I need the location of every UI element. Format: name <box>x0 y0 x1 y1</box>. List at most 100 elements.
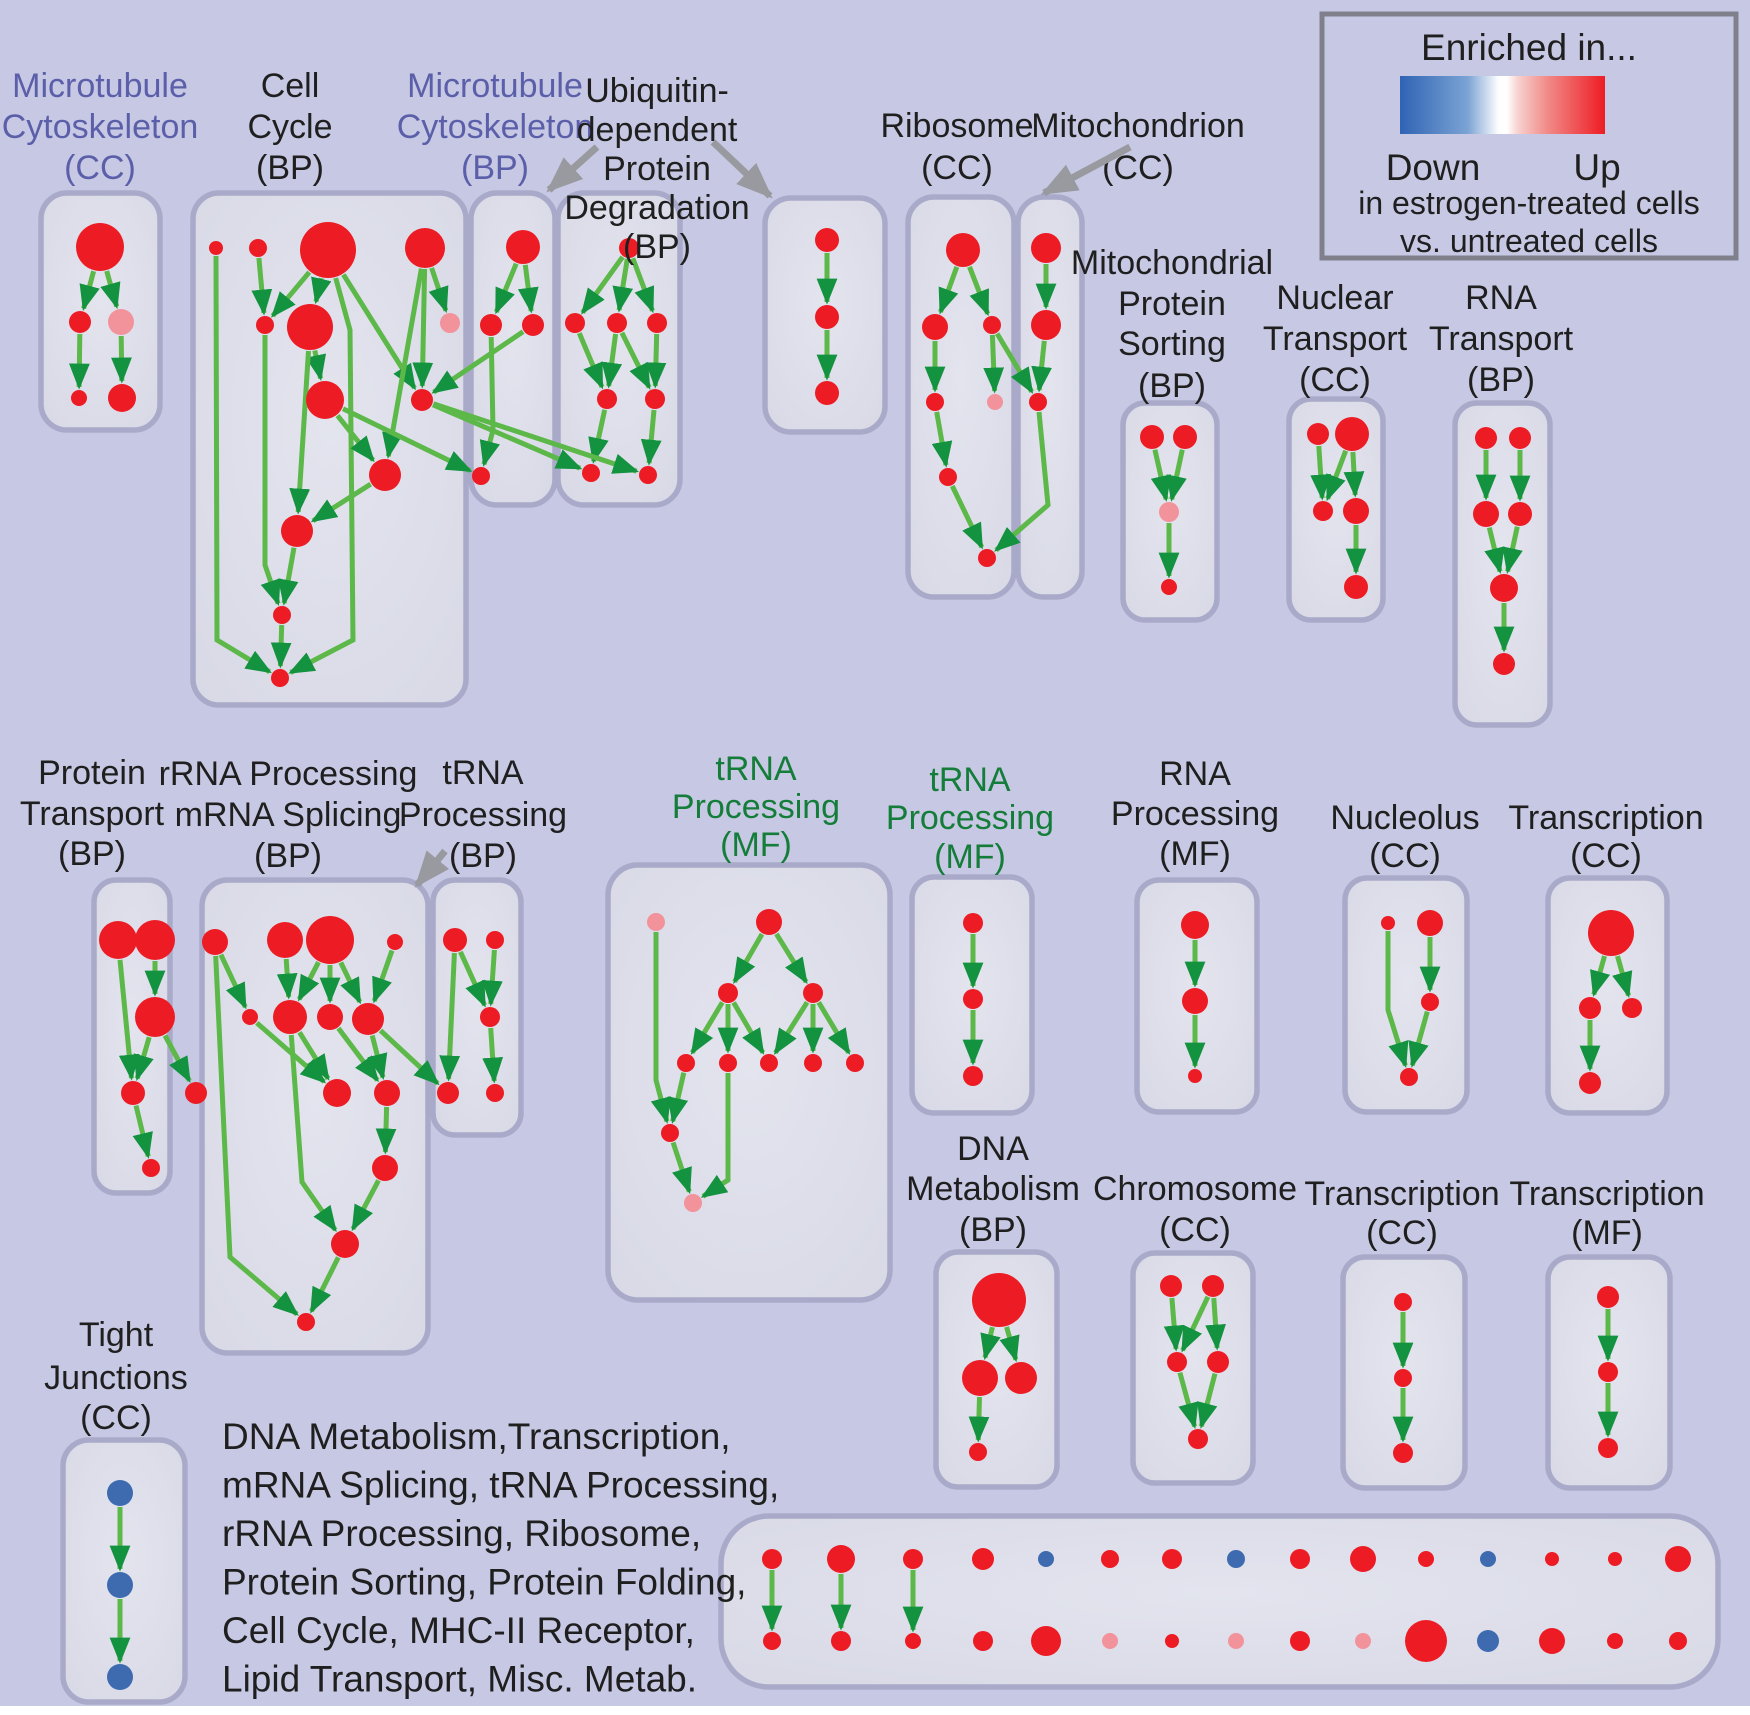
cluster-label-trna_bp-line2: (BP) <box>449 837 517 875</box>
go-term-node-trna_bp-3 <box>437 1082 459 1104</box>
go-term-node-dna_metab-0 <box>972 1273 1026 1327</box>
cluster-label-trna_mf_small-line2: (MF) <box>934 838 1006 876</box>
edge-cell_cycle <box>288 277 356 675</box>
go-term-node-misc-22 <box>1228 1633 1244 1649</box>
cluster-label-ubiq_a-line2: Protein <box>603 150 711 188</box>
edge-rrna <box>309 1256 341 1314</box>
go-term-node-cell_cycle-2 <box>300 222 356 278</box>
go-term-node-ribosome-0 <box>946 233 980 267</box>
edge-ubiq_a <box>588 409 609 464</box>
edge-chromosome <box>1180 1295 1211 1353</box>
edge-protein_transport <box>117 959 140 1081</box>
go-term-node-ubiq_a-1 <box>565 313 585 333</box>
edge-mps <box>1150 449 1172 502</box>
go-term-node-micro_cc-2 <box>108 309 134 335</box>
edge-trna_mf_big <box>650 932 671 1124</box>
go-term-node-ribosome-2 <box>983 316 1001 334</box>
go-term-node-ubiq_a-4 <box>597 389 617 409</box>
misc-cluster-description-line1: mRNA Splicing, tRNA Processing, <box>222 1465 779 1506</box>
edge-cell_cycle <box>270 270 312 318</box>
mitochondrion-label-arrow <box>1040 143 1132 197</box>
cluster-label-trna_mf_big-line0: tRNA <box>715 750 797 788</box>
cluster-label-rna_proc_mf-line0: RNA <box>1159 755 1231 793</box>
cluster-label-trna_mf_big-line1: Processing <box>672 788 840 826</box>
edge-cross <box>341 406 473 473</box>
misc-cluster-description-line2: rRNA Processing, Ribosome, <box>222 1513 701 1554</box>
go-term-node-micro_cc-1 <box>69 311 91 333</box>
cluster-label-micro_cc-line2: (CC) <box>64 149 136 187</box>
go-term-node-rrna-2 <box>306 916 354 964</box>
edge-rrna <box>375 1106 397 1155</box>
go-term-node-misc-29 <box>1669 1632 1687 1650</box>
go-term-node-rrna-11 <box>372 1155 398 1181</box>
go-term-node-rrna-10 <box>374 1080 400 1106</box>
go-term-node-chromosome-3 <box>1207 1351 1229 1373</box>
go-term-node-transcription_mf-1 <box>1598 1362 1618 1382</box>
edge-nuclear_transport <box>1325 449 1349 502</box>
go-term-node-nucleolus-2 <box>1421 993 1439 1011</box>
go-term-node-micro_cc-4 <box>108 384 136 412</box>
edge-rrna <box>218 953 248 1010</box>
edge-cell_cycle <box>311 276 332 305</box>
cluster-label-transcription_cc1-line1: (CC) <box>1570 837 1642 875</box>
edge-ubiq_a <box>619 331 652 390</box>
edge-trna_mf_big <box>690 1001 725 1055</box>
edge-rrna <box>367 1034 388 1081</box>
go-term-node-rna_transport-3 <box>1508 502 1532 526</box>
go-term-node-mps-0 <box>1140 425 1164 449</box>
edge-cell_cycle <box>412 268 434 389</box>
go-term-node-ubiq_a-0 <box>619 238 639 258</box>
go-term-node-transcription_cc1-0 <box>1588 910 1634 956</box>
go-term-node-trna_bp-4 <box>486 1084 504 1102</box>
edge-ubiq_a <box>612 258 634 313</box>
cluster-label-dna_metab-line2: (BP) <box>959 1211 1027 1249</box>
go-term-node-trna_bp-2 <box>480 1007 500 1027</box>
go-term-node-ubiq_b-0 <box>815 228 839 252</box>
cluster-label-tight_junctions-line0: Tight <box>79 1316 154 1354</box>
edge-trna_mf_big <box>816 1001 851 1055</box>
go-term-node-dna_metab-3 <box>969 1443 987 1461</box>
go-term-node-mps-3 <box>1161 579 1177 595</box>
go-term-node-misc-8 <box>1290 1549 1310 1569</box>
go-term-node-cell_cycle-1 <box>249 239 267 257</box>
edge-ubiq_a <box>645 333 667 389</box>
go-term-node-ubiq_a-3 <box>647 313 667 333</box>
go-term-node-micro_bp-2 <box>522 314 544 336</box>
legend-subtitle-line1: vs. untreated cells <box>1400 223 1658 259</box>
cluster-label-nuclear_transport-line2: (CC) <box>1299 361 1371 399</box>
go-term-node-rrna-8 <box>185 1082 207 1104</box>
edge-cell_cycle <box>289 350 311 515</box>
edge-micro_cc <box>79 270 100 312</box>
go-term-node-cell_cycle-9 <box>369 459 401 491</box>
go-term-node-mito-2 <box>1029 393 1047 411</box>
cluster-label-rrna-line2: (BP) <box>254 837 322 875</box>
cluster-box-dna_metab <box>933 1249 1060 1490</box>
cluster-label-trna_bp-line1: Processing <box>399 796 567 834</box>
edge-rrna <box>276 958 298 1000</box>
trna-bp-label-arrow <box>414 848 450 888</box>
cluster-label-rna_proc_mf-line1: Processing <box>1111 795 1279 833</box>
edge-micro_bp <box>517 264 539 314</box>
edge-rrna <box>288 1034 338 1233</box>
go-term-node-rrna-1 <box>267 922 303 958</box>
go-term-node-protein_transport-0 <box>99 921 137 959</box>
cluster-label-rna_proc_mf-line2: (MF) <box>1159 835 1231 873</box>
go-term-node-ribosome-6 <box>978 549 996 567</box>
go-term-node-rna_proc_mf-2 <box>1188 1069 1202 1083</box>
cluster-label-chromosome-line0: Chromosome <box>1093 1170 1297 1208</box>
cluster-label-transcription_cc2-line1: (CC) <box>1366 1214 1438 1252</box>
cluster-label-nucleolus-line1: (CC) <box>1369 837 1441 875</box>
go-term-node-transcription_mf-0 <box>1597 1286 1619 1308</box>
go-term-node-misc-0 <box>762 1549 782 1569</box>
cluster-label-rrna-line0: rRNA Processing <box>159 755 418 793</box>
edge-chromosome <box>1197 1372 1218 1429</box>
go-term-node-tight_junctions-0 <box>107 1480 133 1506</box>
cluster-label-mps-line3: (BP) <box>1138 367 1206 405</box>
go-term-node-misc-26 <box>1477 1630 1499 1652</box>
go-term-node-misc-28 <box>1607 1633 1623 1649</box>
edge-protein_transport <box>133 1036 154 1082</box>
go-term-node-nucleolus-1 <box>1417 910 1443 936</box>
cluster-label-chromosome-line1: (CC) <box>1159 1211 1231 1249</box>
